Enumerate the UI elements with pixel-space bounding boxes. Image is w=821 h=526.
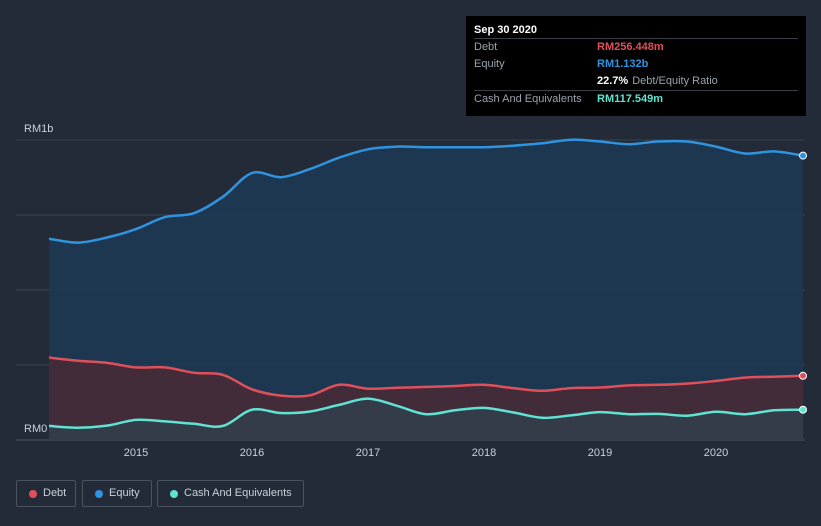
- data-tooltip: Sep 30 2020 Debt RM256.448m Equity RM1.1…: [466, 16, 806, 116]
- cash-area: [49, 398, 803, 440]
- x-tick-label-2017: 2017: [356, 447, 380, 459]
- tooltip-debt-label: Debt: [474, 41, 498, 53]
- equity-end-marker: [799, 151, 807, 160]
- tooltip-date: Sep 30 2020: [474, 24, 537, 36]
- y-tick-label-0: RM1b: [24, 123, 53, 135]
- tooltip-cash-value: RM117.549m: [597, 93, 664, 105]
- cash-line: [48, 397, 804, 429]
- tooltip-equity-label: Equity: [474, 58, 505, 70]
- tooltip-debt-value: RM256.448m: [597, 41, 664, 53]
- x-tick-label-2019: 2019: [588, 447, 612, 459]
- cash-dot-icon: [170, 490, 178, 498]
- tooltip-row-equity: Equity RM1.132b: [474, 56, 798, 73]
- tooltip-cash-label: Cash And Equivalents: [474, 93, 582, 105]
- legend-item-equity[interactable]: Equity: [82, 480, 152, 507]
- legend-debt-label: Debt: [43, 487, 67, 499]
- debt-line: [48, 356, 804, 398]
- tooltip-ratio: 22.7% Debt/Equity Ratio: [597, 73, 718, 90]
- legend-item-debt[interactable]: Debt: [16, 480, 76, 507]
- x-tick-label-2016: 2016: [240, 447, 264, 459]
- tooltip-ratio-value: 22.7%: [597, 75, 629, 87]
- tooltip-ratio-label: Debt/Equity Ratio: [632, 75, 718, 87]
- equity-dot-icon: [95, 490, 103, 498]
- plot-area: [16, 138, 807, 441]
- x-tick-label-2015: 2015: [124, 447, 148, 459]
- equity-area: [49, 139, 803, 441]
- tooltip-equity-value: RM1.132b: [597, 58, 649, 70]
- x-tick-label-2018: 2018: [472, 447, 496, 459]
- tooltip-row-debt: Debt RM256.448m: [474, 38, 798, 56]
- axis-labels: RM1b RM0 2015 2016 2017 2018 2019 2020: [24, 123, 728, 459]
- cash-end-marker: [799, 405, 807, 414]
- legend-equity-label: Equity: [109, 487, 140, 499]
- legend-cash-label: Cash And Equivalents: [184, 487, 292, 499]
- x-tick-label-2020: 2020: [704, 447, 728, 459]
- y-tick-label-1: RM0: [24, 423, 47, 435]
- debt-end-marker: [799, 371, 807, 380]
- legend-item-cash[interactable]: Cash And Equivalents: [157, 480, 304, 507]
- tooltip-row-ratio: 22.7% Debt/Equity Ratio: [474, 73, 798, 90]
- debt-dot-icon: [29, 490, 37, 498]
- tooltip-row-cash: Cash And Equivalents RM117.549m: [474, 90, 798, 108]
- equity-line: [48, 138, 804, 244]
